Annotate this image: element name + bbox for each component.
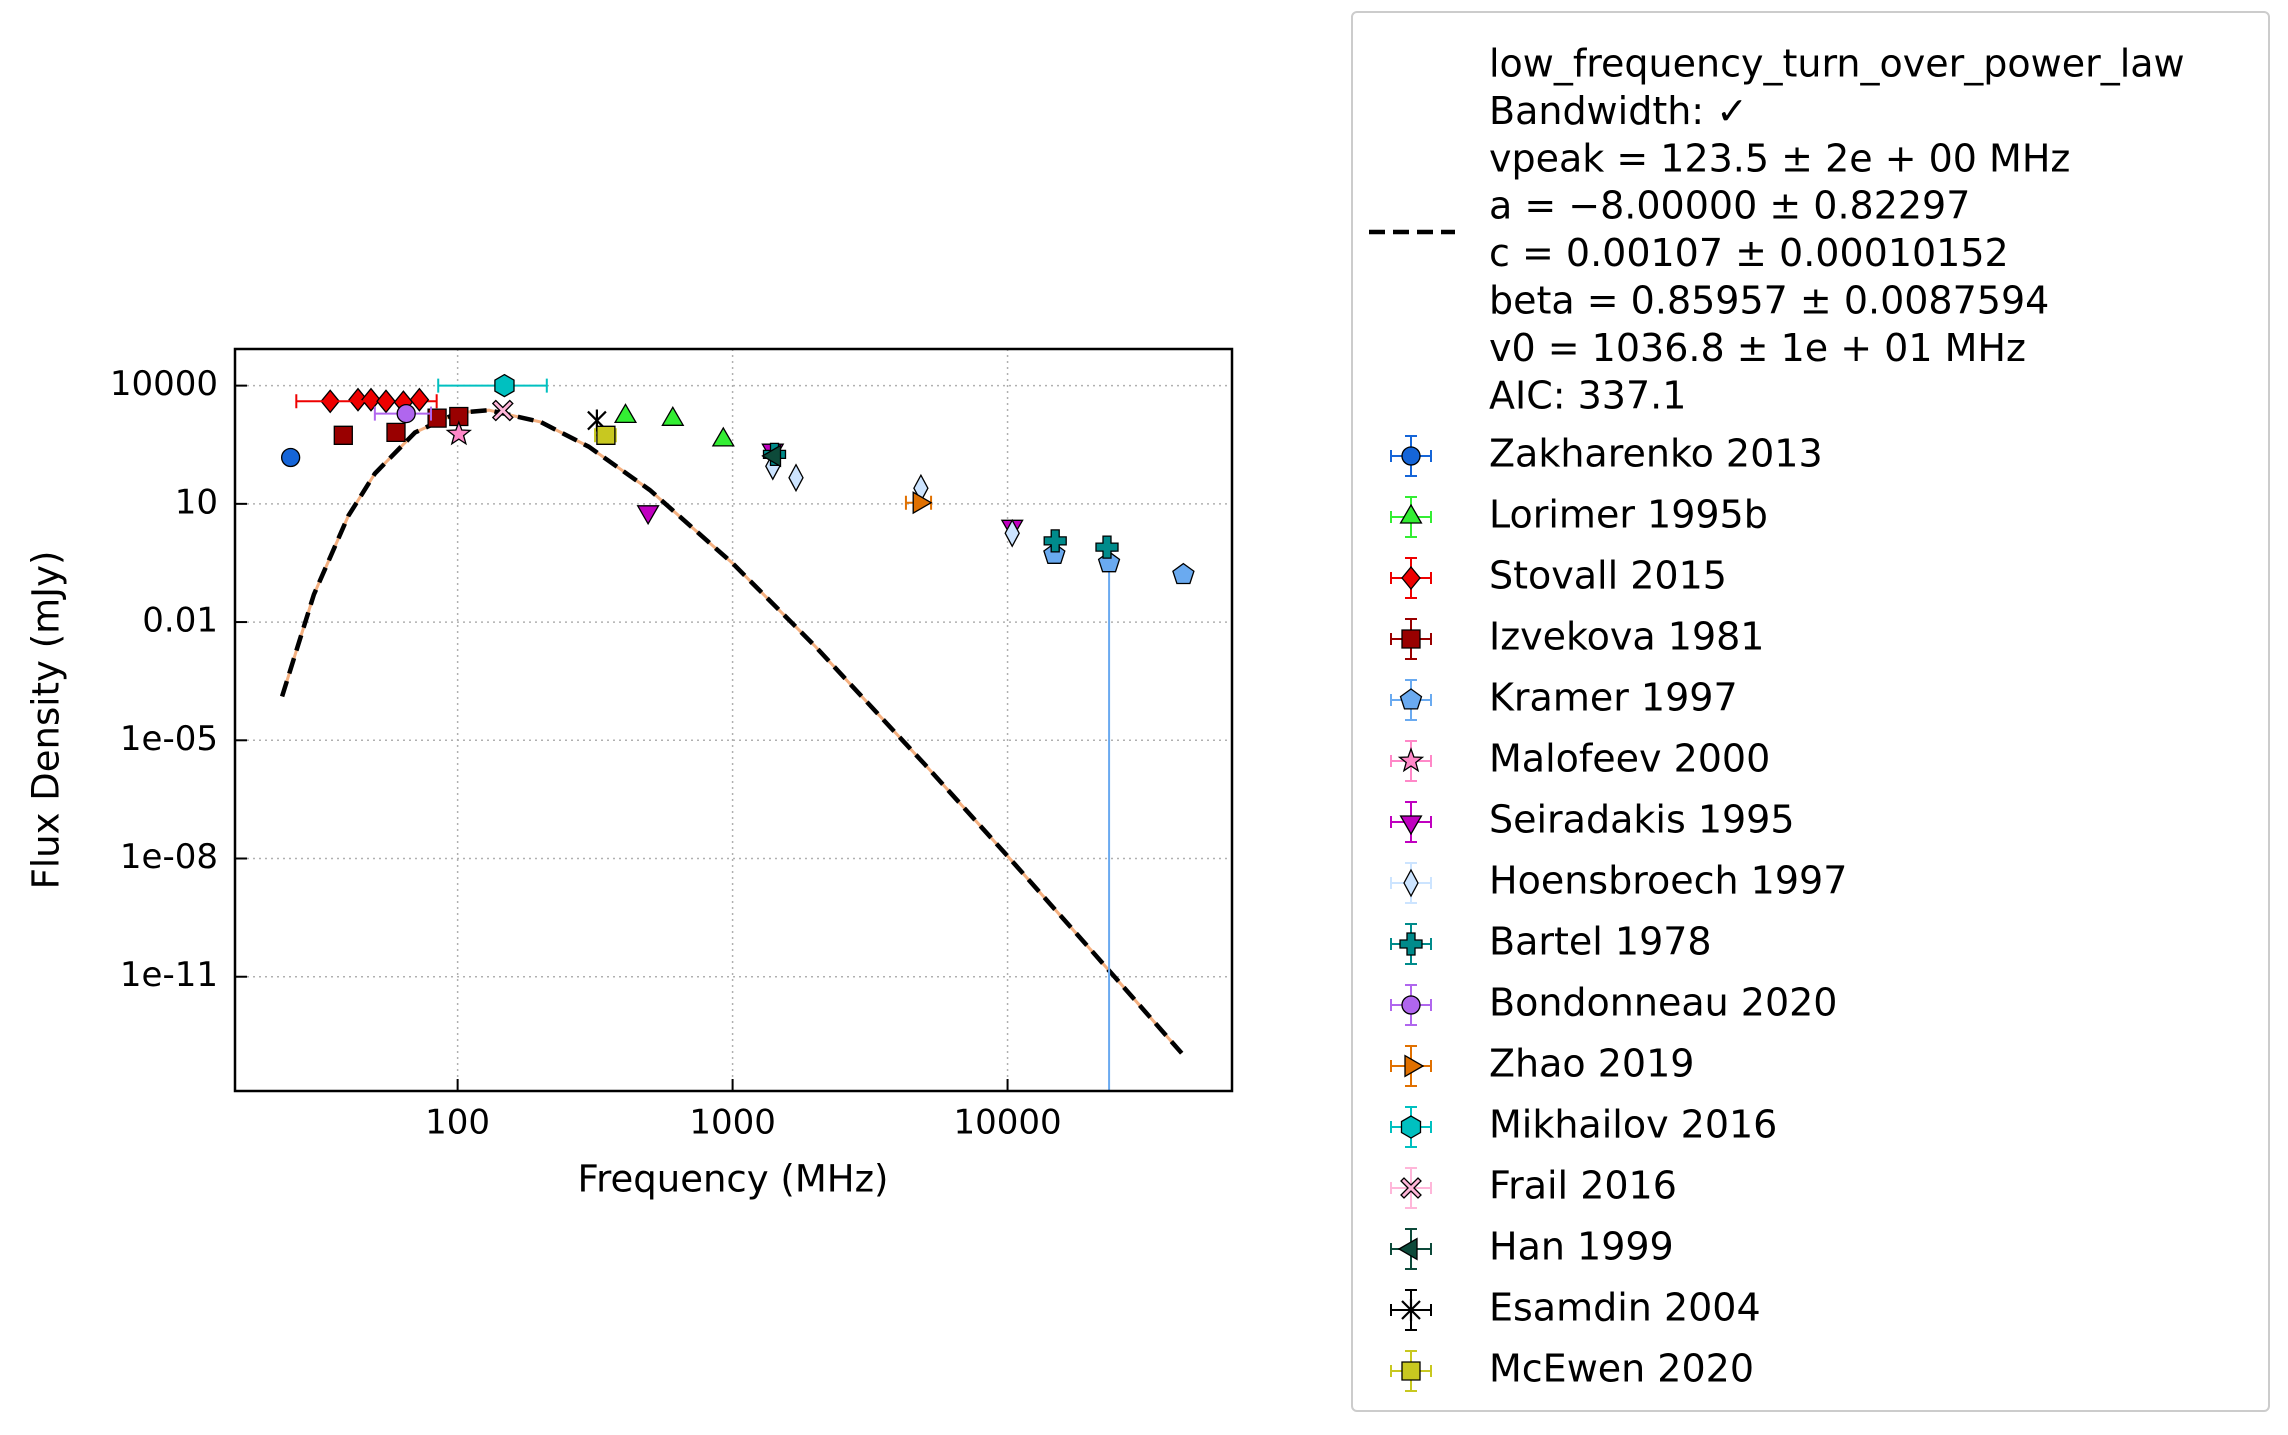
y-axis-label: Flux Density (mJy) — [25, 551, 68, 890]
grid: 100 1000 10000 10000 10 0.01 1e-05 1e-08 1e-11 — [110, 349, 1232, 1143]
legend-label: Izvekova 1981 — [1489, 615, 1764, 659]
legend-marker — [1401, 1361, 1421, 1381]
legend-detail: vpeak = 123.5 ± 2e + 00 MHz — [1489, 136, 2070, 180]
legend-marker — [1401, 565, 1421, 591]
y-tick-label: 1e-08 — [120, 837, 218, 877]
legend-marker — [1399, 688, 1423, 710]
data-point — [596, 425, 616, 445]
x-error-bar — [437, 378, 548, 393]
legend-label: Hoensbroech 1997 — [1489, 859, 1847, 903]
legend-marker — [1401, 995, 1421, 1015]
y-tick-label: 1e-05 — [120, 719, 218, 759]
legend-marker — [1400, 1115, 1422, 1139]
legend-marker — [1399, 503, 1423, 524]
data-point — [661, 406, 685, 426]
legend-marker — [1401, 1299, 1421, 1321]
data-point — [333, 425, 353, 445]
data-point — [1004, 518, 1020, 548]
legend-label: Seiradakis 1995 — [1489, 798, 1795, 842]
legend-label: Lorimer 1995b — [1489, 493, 1768, 537]
legend-label: Mikhailov 2016 — [1489, 1103, 1777, 1147]
legend-marker — [1399, 815, 1423, 836]
data-point — [427, 408, 447, 428]
data-point — [396, 403, 416, 424]
legend-detail: c = 0.00107 ± 0.00010152 — [1489, 231, 2009, 275]
data-point — [348, 387, 368, 412]
x-tick-label: 100 — [425, 1103, 490, 1143]
legend-label: Han 1999 — [1489, 1225, 1674, 1269]
legend-label: Stovall 2015 — [1489, 554, 1727, 598]
fit-curve — [279, 407, 1184, 1055]
legend-label: McEwen 2020 — [1489, 1347, 1754, 1391]
legend-marker — [1401, 629, 1421, 649]
legend-label: Malofeev 2000 — [1489, 737, 1770, 781]
x-axis-label: Frequency (MHz) — [578, 1158, 889, 1201]
data-point — [409, 387, 430, 412]
axes-frame — [233, 347, 1234, 1093]
data-point — [912, 491, 933, 515]
legend: low_frequency_turn_over_power_lawBandwid… — [1369, 42, 2185, 1392]
data-point — [280, 447, 301, 468]
plot-area — [279, 373, 1195, 1091]
legend-box — [1351, 11, 2270, 1412]
y-tick-label: 0.01 — [142, 601, 218, 641]
data-point — [1043, 529, 1067, 553]
y-error-bar — [1102, 549, 1117, 1091]
y-tick-label: 10000 — [110, 364, 218, 404]
data-point — [1172, 562, 1195, 585]
data-point — [761, 444, 782, 468]
data-point — [361, 387, 381, 412]
data-point — [494, 373, 515, 398]
data-point — [445, 420, 472, 446]
legend-label: Esamdin 2004 — [1489, 1286, 1761, 1330]
legend-marker — [1403, 868, 1419, 898]
data-point — [711, 426, 735, 447]
legend-label: Zhao 2019 — [1489, 1042, 1694, 1086]
legend-detail: beta = 0.85957 ± 0.0087594 — [1489, 279, 2049, 323]
data-point — [636, 505, 660, 526]
legend-detail: a = −8.00000 ± 0.82297 — [1489, 184, 1970, 228]
x-tick-label: 1000 — [689, 1103, 776, 1143]
data-point — [376, 389, 396, 414]
data-point — [386, 422, 406, 443]
data-point — [613, 403, 638, 424]
y-tick-label: 10 — [175, 482, 218, 522]
legend-marker — [1397, 1237, 1418, 1261]
legend-detail: v0 = 1036.8 ± 1e + 01 MHz — [1489, 326, 2026, 370]
legend-label: Bondonneau 2020 — [1489, 981, 1837, 1025]
legend-label: Bartel 1978 — [1489, 920, 1712, 964]
legend-marker — [1404, 1054, 1425, 1078]
data-point — [449, 406, 469, 427]
legend-marker — [1400, 1177, 1422, 1199]
legend-label: Frail 2016 — [1489, 1164, 1677, 1208]
data-point — [1095, 535, 1119, 559]
legend-detail: Bandwidth: ✓ — [1489, 89, 1748, 133]
y-tick-label: 1e-11 — [120, 955, 218, 995]
legend-label: Zakharenko 2013 — [1489, 432, 1823, 476]
legend-marker — [1401, 446, 1421, 466]
legend-marker — [1397, 747, 1425, 773]
legend-label: low_frequency_turn_over_power_law — [1489, 42, 2185, 86]
data-point — [788, 463, 804, 493]
x-tick-label: 10000 — [953, 1103, 1061, 1143]
data-point — [491, 399, 514, 422]
legend-label: Kramer 1997 — [1489, 676, 1738, 720]
legend-detail: AIC: 337.1 — [1489, 373, 1686, 417]
legend-marker — [1399, 932, 1423, 956]
